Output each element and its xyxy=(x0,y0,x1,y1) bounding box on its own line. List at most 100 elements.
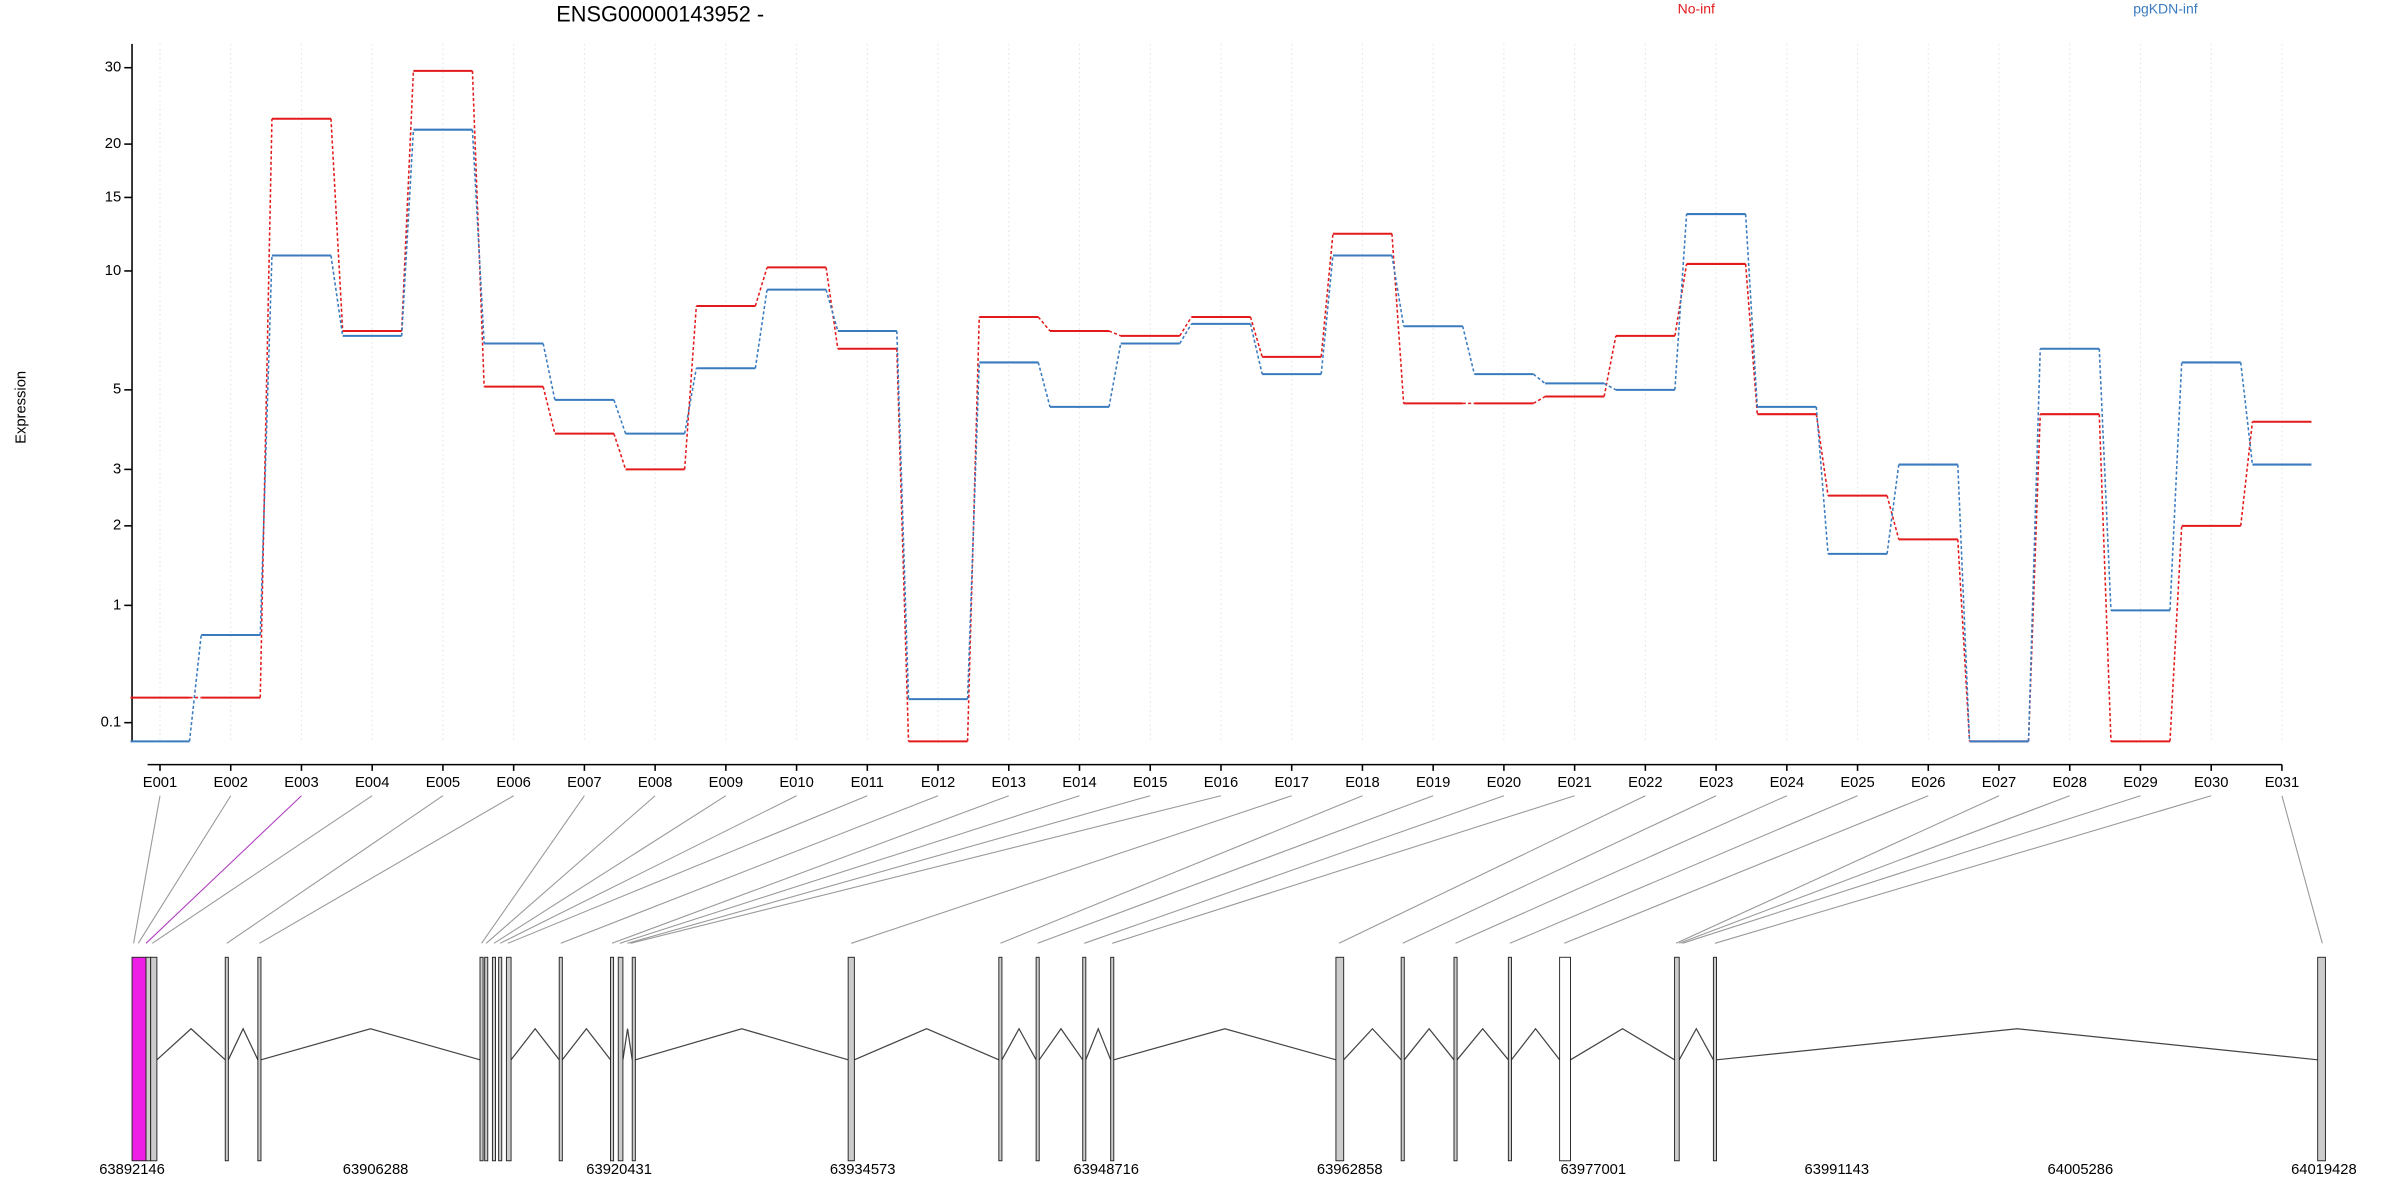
exon xyxy=(491,956,496,1162)
chart-title: ENSG00000143952 - xyxy=(556,2,764,27)
connector xyxy=(2239,362,2254,465)
connector xyxy=(1037,362,1051,408)
exon xyxy=(498,956,503,1162)
intron xyxy=(1113,1028,1337,1061)
exon-link xyxy=(1000,795,1363,944)
connector xyxy=(825,289,839,332)
y-tick-label: 3 xyxy=(113,461,121,477)
connector xyxy=(754,267,768,307)
y-tick-label: 0.1 xyxy=(101,715,122,731)
exon xyxy=(257,956,262,1162)
x-tick-label: E015 xyxy=(1133,775,1167,791)
exon xyxy=(1674,956,1680,1162)
connector xyxy=(1179,323,1193,344)
intron xyxy=(1716,1028,2318,1061)
exon-link xyxy=(137,795,232,944)
exon xyxy=(484,956,489,1162)
x-tick-label: E011 xyxy=(851,775,884,791)
x-tick-label: E009 xyxy=(709,775,743,791)
intron xyxy=(510,1027,560,1061)
exon xyxy=(1035,956,1040,1162)
intron xyxy=(1038,1027,1084,1061)
exon xyxy=(479,956,484,1162)
connector xyxy=(1533,395,1546,405)
exon-link xyxy=(499,795,797,944)
exon xyxy=(998,956,1003,1162)
connector xyxy=(1532,373,1546,385)
exon xyxy=(1712,956,1717,1162)
x-tick-label: E031 xyxy=(2265,775,2299,791)
intron xyxy=(561,1027,611,1061)
exon-link xyxy=(1402,795,1717,944)
genomic-tick-label: 63906288 xyxy=(343,1162,409,1178)
connector xyxy=(2169,525,2183,742)
intron xyxy=(1456,1027,1509,1061)
connector xyxy=(1320,255,1334,375)
exon xyxy=(131,956,147,1162)
connector xyxy=(1957,539,1971,742)
x-tick-label: E027 xyxy=(1982,775,2016,791)
exon-link xyxy=(2281,795,2323,944)
exon-link xyxy=(493,795,727,944)
x-tick-label: E026 xyxy=(1911,775,1945,791)
connector xyxy=(1461,326,1476,375)
intron xyxy=(1343,1027,1402,1061)
exon-link xyxy=(1112,795,1575,944)
x-tick-label: E016 xyxy=(1204,775,1238,791)
exon-link xyxy=(485,795,656,944)
genomic-tick-label: 63962858 xyxy=(1317,1162,1383,1178)
connector xyxy=(542,343,556,401)
exon-link xyxy=(1564,795,1929,944)
connector xyxy=(1320,233,1334,357)
connector xyxy=(330,255,344,337)
x-tick-label: E007 xyxy=(567,775,601,791)
x-tick-label: E023 xyxy=(1699,775,1733,791)
y-tick-label: 2 xyxy=(113,518,121,534)
exon-link xyxy=(630,795,1222,944)
genomic-tick-label: 63991143 xyxy=(1805,1162,1870,1178)
x-tick-label: E017 xyxy=(1274,775,1308,791)
intron xyxy=(260,1028,481,1061)
y-tick-label: 30 xyxy=(105,60,121,76)
exon-link xyxy=(481,795,585,944)
y-tick-label: 15 xyxy=(105,189,121,205)
intron xyxy=(1678,1027,1714,1061)
exon xyxy=(1082,956,1087,1162)
connector xyxy=(1179,316,1193,337)
connector xyxy=(1815,414,1829,496)
x-tick-label: E004 xyxy=(355,775,389,791)
connector xyxy=(1886,495,1900,540)
connector xyxy=(896,330,910,700)
connector xyxy=(2239,421,2254,526)
connector xyxy=(2098,348,2112,611)
y-axis-label: Expression xyxy=(14,371,30,444)
connector xyxy=(1249,316,1263,358)
connector xyxy=(1603,382,1617,391)
genomic-tick-label: 63977001 xyxy=(1560,1162,1626,1178)
x-tick-label: E003 xyxy=(284,775,318,791)
y-tick-label: 1 xyxy=(113,597,121,613)
connector xyxy=(542,386,556,434)
connector xyxy=(1674,214,1688,390)
gene-model-area xyxy=(132,957,2325,1160)
x-tick-label: E030 xyxy=(2194,775,2228,791)
connector xyxy=(259,118,273,698)
intron xyxy=(227,1027,259,1061)
x-tick-label: E024 xyxy=(1770,775,1804,791)
exon xyxy=(505,956,512,1162)
exon-link xyxy=(1037,795,1434,944)
exon xyxy=(145,956,152,1162)
connector xyxy=(683,368,698,434)
exon-link xyxy=(1338,795,1646,944)
connector xyxy=(1108,330,1122,337)
exon-link xyxy=(560,795,939,944)
exon-link xyxy=(1509,795,1858,944)
connector xyxy=(259,255,273,635)
x-tick-label: E029 xyxy=(2123,775,2157,791)
y-tick-label: 10 xyxy=(105,263,121,279)
connector xyxy=(1391,255,1405,327)
exon xyxy=(1335,956,1345,1162)
exon xyxy=(631,956,636,1162)
